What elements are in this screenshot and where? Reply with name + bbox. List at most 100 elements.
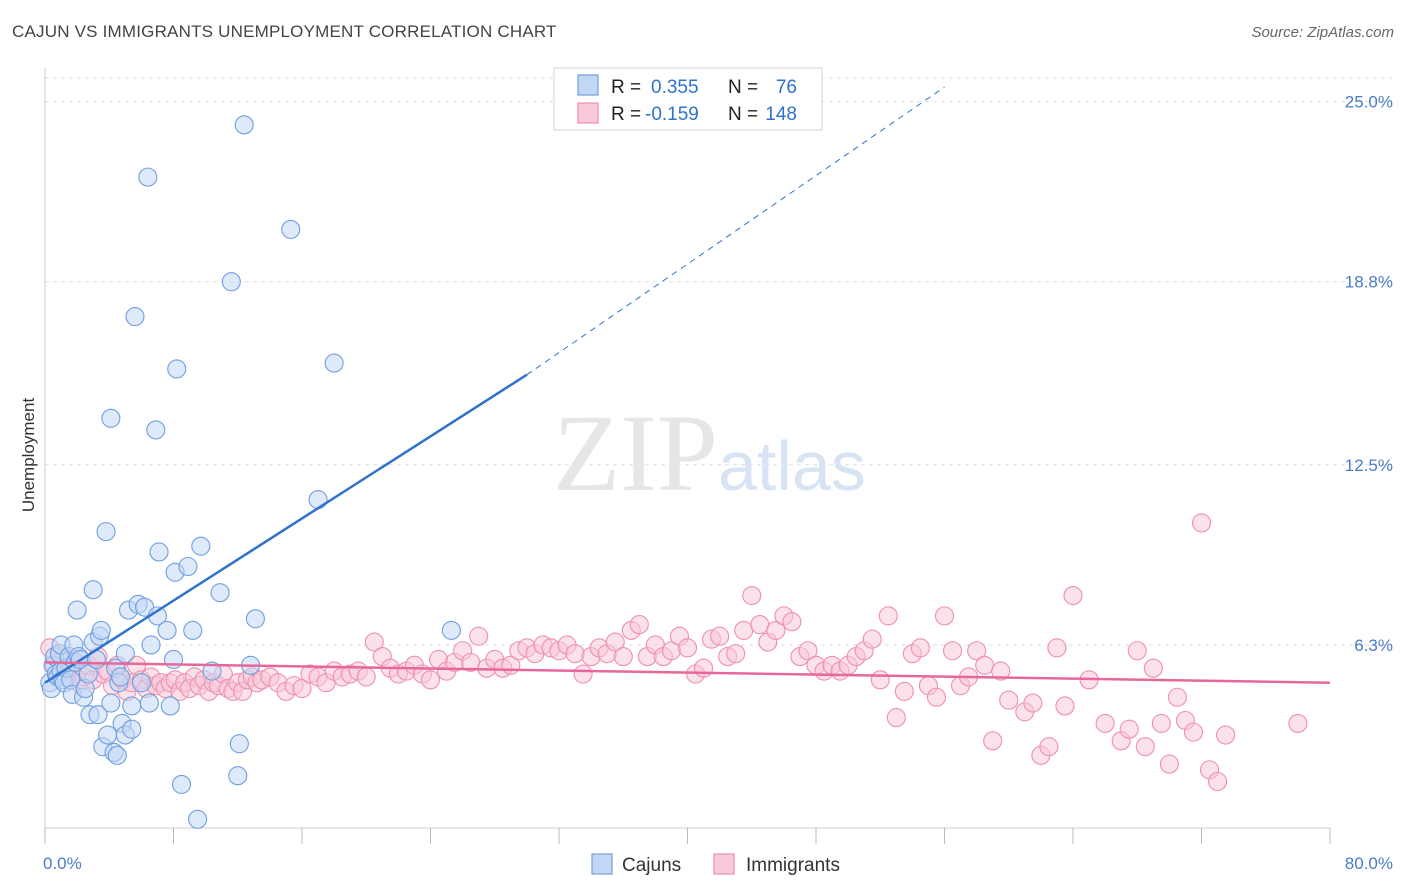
legend-r-value-cajuns: 0.355 — [651, 77, 699, 98]
cajuns-point — [221, 272, 241, 292]
legend-n-value-immigrants: 148 — [765, 104, 797, 125]
cajuns-point — [98, 725, 118, 745]
immigrants-point — [1208, 771, 1228, 792]
immigrants-point — [742, 585, 762, 606]
cajuns-point — [188, 809, 208, 829]
watermark-zip: ZIP — [553, 392, 718, 514]
x-tick-labels: 0.0% 80.0% — [43, 854, 1393, 873]
immigrants-point — [862, 629, 882, 649]
cajuns-point — [210, 583, 230, 603]
immigrants-point — [734, 620, 754, 640]
y-tick-label: 6.3% — [1354, 636, 1393, 655]
legend-r-label-cajuns: R = — [611, 77, 641, 98]
immigrants-point — [975, 655, 995, 675]
immigrants-point — [1167, 687, 1187, 707]
immigrants-point — [926, 687, 947, 707]
watermark: ZIP atlas — [553, 392, 866, 514]
cajuns-point — [441, 620, 461, 640]
immigrants-point — [677, 638, 698, 658]
immigrants-point — [1023, 693, 1043, 713]
trend-lines — [44, 86, 1331, 684]
immigrants-point — [934, 606, 955, 626]
cajuns-point — [183, 620, 203, 640]
cajuns-point — [131, 673, 151, 693]
cajuns-point — [149, 542, 169, 562]
cajuns-point — [110, 667, 131, 687]
immigrants-point — [1039, 737, 1059, 757]
cajuns-point — [139, 693, 159, 713]
y-tick-label: 25.0% — [1345, 93, 1393, 112]
immigrants-point — [967, 641, 987, 661]
immigrants-trend-line — [44, 661, 1331, 684]
legend-swatch-immigrants — [577, 102, 599, 124]
cajuns-point — [122, 719, 142, 739]
cajuns-point — [245, 609, 265, 629]
immigrants-point — [766, 620, 786, 640]
immigrants-point — [886, 708, 906, 728]
watermark-atlas: atlas — [718, 427, 866, 505]
cajuns-point — [163, 649, 184, 670]
immigrants-point — [798, 641, 818, 661]
immigrants-point — [420, 670, 441, 690]
cajuns-point — [202, 661, 222, 681]
legend-r-label-immigrants: R = — [611, 104, 641, 125]
legend-bottom-swatch-cajuns — [591, 853, 613, 875]
cajuns-point — [122, 696, 142, 716]
immigrants-point — [292, 678, 312, 699]
immigrants-point — [565, 644, 585, 664]
immigrants-point — [1288, 713, 1308, 733]
axes — [44, 68, 1331, 844]
chart-title: CAJUN VS IMMIGRANTS UNEMPLOYMENT CORRELA… — [12, 22, 557, 41]
x-tick-label-min: 0.0% — [43, 854, 82, 873]
immigrants-point — [605, 632, 625, 652]
immigrants-point — [1047, 638, 1067, 658]
cajuns-point — [308, 490, 328, 510]
legend-bottom-label-immigrants: Immigrants — [746, 855, 840, 876]
legend-bottom: Cajuns Immigrants — [591, 853, 840, 876]
cajuns-point — [125, 307, 145, 327]
immigrants-point — [750, 615, 770, 635]
cajuns-point — [107, 745, 127, 765]
immigrants-point — [1191, 513, 1212, 533]
cajuns-point — [281, 219, 301, 239]
y-tick-label: 18.8% — [1345, 273, 1393, 292]
immigrants-point — [694, 658, 714, 678]
cajuns-point — [83, 580, 103, 600]
cajuns-point — [91, 620, 111, 640]
immigrants-point — [364, 632, 384, 652]
immigrants-point — [1095, 713, 1115, 733]
legend-r-value-immigrants: -0.159 — [645, 104, 699, 125]
immigrants-point — [356, 667, 376, 687]
cajuns-trend-extension — [526, 86, 945, 376]
legend-n-label-cajuns: N = — [728, 77, 758, 98]
cajuns-point — [228, 766, 248, 786]
immigrants-point — [629, 615, 649, 635]
immigrants-point — [613, 647, 633, 667]
immigrants-point — [1135, 737, 1155, 757]
legend-bottom-swatch-immigrants — [713, 853, 735, 875]
immigrants-points — [40, 513, 1308, 792]
immigrants-point — [782, 612, 802, 632]
legend-bottom-label-cajuns: Cajuns — [622, 855, 681, 876]
y-tick-labels: 6.3% 12.5% 18.8% 25.0% — [1345, 93, 1393, 655]
cajuns-point — [324, 353, 344, 373]
cajuns-point — [101, 408, 121, 428]
cajuns-point — [141, 635, 161, 655]
immigrants-point — [1055, 696, 1075, 716]
immigrants-point — [1216, 725, 1236, 745]
cajuns-point — [234, 115, 254, 135]
x-tick-label-max: 80.0% — [1345, 854, 1393, 873]
immigrants-point — [710, 626, 730, 646]
immigrants-point — [1143, 658, 1163, 678]
cajuns-point — [178, 556, 198, 577]
immigrants-point — [1151, 713, 1171, 733]
y-axis-label: Unemployment — [19, 398, 38, 513]
immigrants-point — [910, 638, 930, 658]
cajuns-point — [78, 664, 98, 684]
immigrants-point — [1127, 641, 1147, 661]
immigrants-point — [894, 681, 914, 701]
cajuns-points — [40, 115, 461, 829]
cajuns-point — [88, 705, 108, 725]
immigrants-point — [942, 641, 963, 661]
legend-n-value-cajuns: 76 — [776, 77, 797, 98]
